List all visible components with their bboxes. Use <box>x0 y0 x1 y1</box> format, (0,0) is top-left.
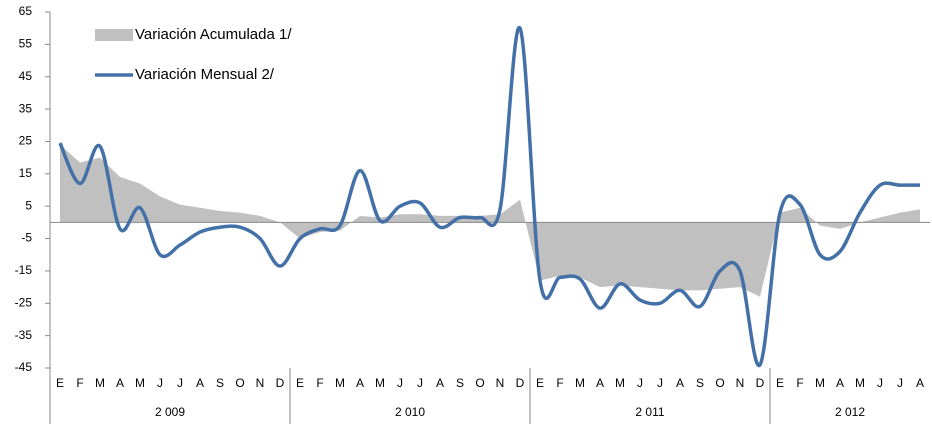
x-tick-label: A <box>196 376 204 390</box>
x-tick-label: D <box>516 376 525 390</box>
x-tick-label: M <box>855 376 865 390</box>
x-tick-label: N <box>736 376 745 390</box>
legend-swatch <box>95 29 133 41</box>
group-label: 2 012 <box>835 405 865 419</box>
x-tick-label: J <box>397 376 403 390</box>
y-tick-label: 15 <box>19 166 33 180</box>
x-tick-label: J <box>157 376 163 390</box>
y-tick-label: 55 <box>19 37 33 51</box>
x-tick-label: A <box>116 376 124 390</box>
y-tick-label: -35 <box>15 328 33 342</box>
x-tick-label: A <box>676 376 684 390</box>
x-tick-label: M <box>95 376 105 390</box>
x-tick-label: N <box>496 376 505 390</box>
x-tick-label: S <box>696 376 704 390</box>
x-tick-label: A <box>436 376 444 390</box>
x-tick-label: J <box>177 376 183 390</box>
legend-label: Variación Mensual 2/ <box>135 66 275 83</box>
x-tick-label: F <box>796 376 803 390</box>
x-tick-label: S <box>216 376 224 390</box>
x-tick-label: F <box>76 376 83 390</box>
x-tick-label: M <box>575 376 585 390</box>
x-tick-label: A <box>596 376 604 390</box>
y-tick-label: -25 <box>15 295 33 309</box>
y-tick-label: 5 <box>25 198 32 212</box>
x-tick-label: M <box>815 376 825 390</box>
x-tick-label: E <box>296 376 304 390</box>
y-tick-label: 35 <box>19 101 33 115</box>
x-tick-label: O <box>715 376 724 390</box>
area <box>60 144 920 297</box>
y-tick-label: 45 <box>19 69 33 83</box>
x-tick-label: S <box>456 376 464 390</box>
y-tick-label: -45 <box>15 360 33 374</box>
x-tick-label: M <box>335 376 345 390</box>
x-tick-label: E <box>776 376 784 390</box>
x-tick-label: F <box>316 376 323 390</box>
y-tick-label: 25 <box>19 134 33 148</box>
group-label: 2 009 <box>155 405 185 419</box>
x-tick-label: F <box>556 376 563 390</box>
x-tick-label: J <box>897 376 903 390</box>
x-tick-label: J <box>877 376 883 390</box>
x-tick-label: J <box>657 376 663 390</box>
group-label: 2 011 <box>635 405 664 419</box>
x-tick-label: O <box>475 376 484 390</box>
x-tick-label: E <box>56 376 64 390</box>
x-tick-label: E <box>536 376 544 390</box>
line <box>58 26 920 367</box>
x-tick-label: M <box>615 376 625 390</box>
legend-label: Variación Acumulada 1/ <box>135 26 292 43</box>
x-tick-label: J <box>417 376 423 390</box>
x-tick-label: O <box>235 376 244 390</box>
x-tick-label: D <box>756 376 765 390</box>
x-tick-label: A <box>916 376 924 390</box>
group-label: 2 010 <box>395 405 425 419</box>
x-tick-label: J <box>637 376 643 390</box>
x-tick-label: M <box>135 376 145 390</box>
x-tick-label: M <box>375 376 385 390</box>
y-tick-label: -15 <box>15 263 33 277</box>
x-tick-label: N <box>256 376 265 390</box>
x-tick-label: A <box>836 376 844 390</box>
x-tick-label: D <box>276 376 285 390</box>
y-tick-label: 65 <box>19 4 33 18</box>
x-tick-label: A <box>356 376 364 390</box>
y-tick-label: -5 <box>21 231 32 245</box>
